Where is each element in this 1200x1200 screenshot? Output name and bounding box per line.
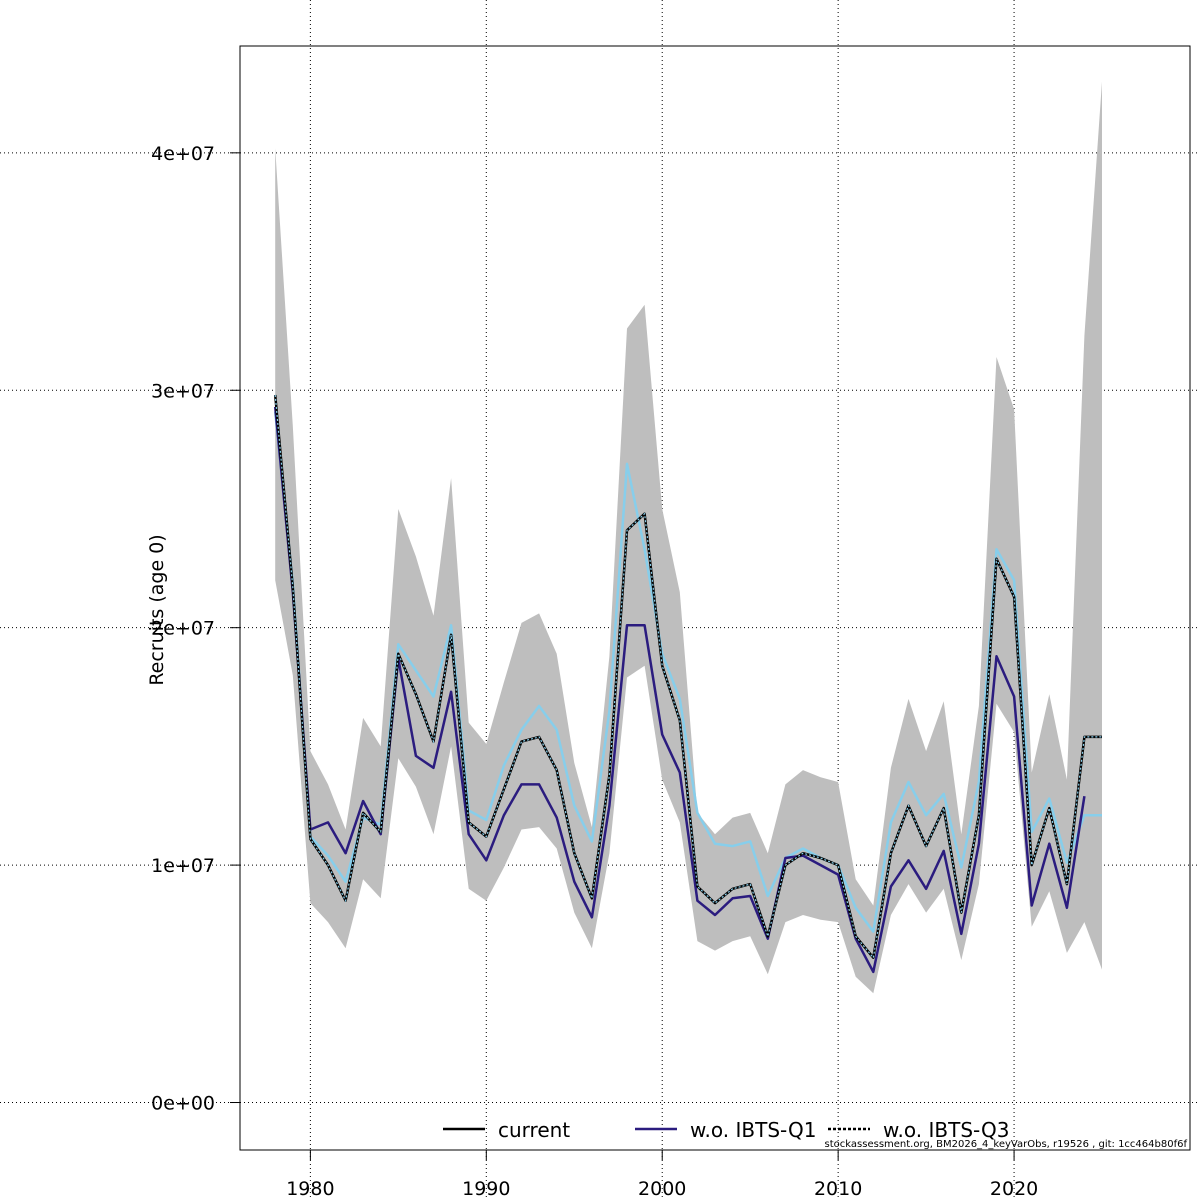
legend-label: w.o. IBTS-Q3: [883, 1118, 1009, 1142]
confidence-band-area: [275, 81, 1102, 994]
series-lines: [273, 394, 1102, 974]
y-tick-label: 4e+07: [151, 143, 215, 165]
x-tick-label: 1990: [462, 1178, 510, 1200]
legend-label: w.o. IBTS-Q1: [690, 1118, 816, 1142]
plot-frame: [239, 45, 1191, 1151]
x-tick-label: 2010: [814, 1178, 862, 1200]
x-tick-label: 1980: [286, 1178, 334, 1200]
legend-label: current: [498, 1118, 570, 1142]
y-tick-label: 3e+07: [151, 380, 215, 402]
series-line-1: [273, 406, 1086, 974]
x-tick-label: 2000: [638, 1178, 686, 1200]
footnote: stockassessment.org, BM2026_4_keyVarObs,…: [825, 1139, 1188, 1150]
confidence-band: [275, 81, 1102, 994]
legend: current w.o. IBTS-Q1 w.o. IBTS-Q3: [443, 1118, 1009, 1142]
y-tick-label: 0e+00: [151, 1093, 215, 1115]
y-tick-label: 1e+07: [151, 855, 215, 877]
y-tick-label: 2e+07: [151, 618, 215, 640]
y-axis-label: Recruits (age 0): [146, 534, 168, 685]
series-line-dotted-overlay: [274, 394, 1102, 960]
y-axis-ticks: 0e+00 1e+07 2e+07 3e+07 4e+07: [151, 143, 240, 1115]
series-line-2: [273, 411, 1102, 933]
x-tick-label: 2020: [990, 1178, 1038, 1200]
x-axis-ticks: 1980 1990 2000 2010 2020: [286, 1150, 1038, 1200]
